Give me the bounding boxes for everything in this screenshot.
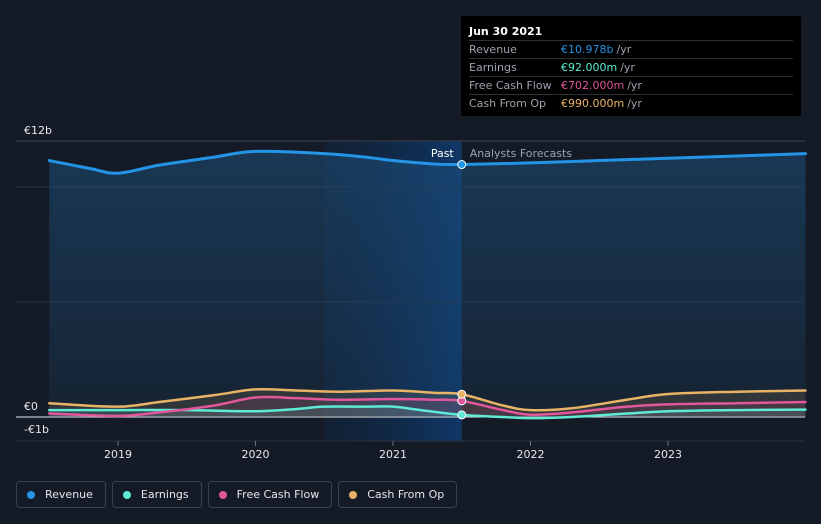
cash-from-op-marker: [457, 389, 467, 399]
legend-dot-icon: [218, 490, 227, 499]
revenue-line: [47, 149, 807, 175]
legend-dot-icon: [27, 490, 35, 499]
legend-label: Revenue: [45, 488, 93, 501]
revenue-area: [49, 151, 806, 417]
legend-item-revenue[interactable]: Revenue: [16, 481, 106, 508]
tooltip-value: €92.000m: [561, 61, 618, 74]
legend-item-cash-from-op[interactable]: Cash From Op: [338, 481, 458, 508]
y-axis-label-bottom: -€1b: [24, 423, 49, 436]
cash-from-op-line: [48, 387, 807, 412]
tooltip-row-cash-from-op: Cash From Op €990.000m /yr: [469, 94, 793, 112]
legend-item-free-cash-flow[interactable]: Free Cash Flow: [207, 481, 333, 508]
legend-item-earnings[interactable]: Earnings: [111, 481, 202, 508]
y-axis-label-top: €12b: [24, 124, 52, 137]
tooltip-unit: /yr: [627, 79, 642, 92]
x-tick-label: 2021: [379, 448, 407, 461]
past-label: Past: [431, 147, 455, 160]
x-tick-label: 2023: [654, 448, 682, 461]
tooltip-unit: /yr: [616, 43, 632, 56]
revenue-marker: [457, 160, 467, 170]
tooltip-label: Revenue: [469, 43, 517, 56]
tooltip-row-revenue: Revenue €10.978b /yr: [469, 40, 793, 58]
legend-dot-icon: [122, 490, 131, 499]
x-tick-label: 2020: [242, 448, 270, 461]
tooltip-row-earnings: Earnings €92.000m /yr: [469, 58, 793, 76]
chart-area: €12b €0 -€1b Past Analysts Forecasts 2019 2020…: [16, 124, 807, 461]
data-tooltip: Jun 30 2021 Revenue €10.978b /yr Earning…: [461, 16, 801, 116]
tooltip-value: €702.000m: [561, 79, 625, 92]
chart-legend: Revenue Earnings Free Cash Flow Cash Fro…: [16, 481, 458, 508]
tooltip-date: Jun 30 2021: [469, 25, 543, 38]
tooltip-value: €990.000m: [561, 97, 625, 110]
earnings-line: [48, 405, 807, 420]
tooltip-unit: /yr: [627, 97, 642, 110]
legend-label: Earnings: [140, 488, 189, 501]
x-tick-label: 2019: [104, 448, 132, 461]
free-cash-flow-line: [48, 395, 807, 418]
tooltip-label: Earnings: [469, 61, 517, 74]
forecast-label: Analysts Forecasts: [470, 147, 573, 160]
y-axis-label-zero: €0: [24, 400, 38, 413]
tooltip-label: Free Cash Flow: [469, 79, 552, 92]
tooltip-label: Cash From Op: [469, 97, 547, 110]
legend-label: Free Cash Flow: [236, 488, 320, 501]
legend-label: Cash From Op: [367, 488, 445, 501]
tooltip-unit: /yr: [620, 61, 635, 74]
tooltip-value: €10.978b: [561, 43, 614, 56]
tooltip-row-free-cash-flow: Free Cash Flow €702.000m /yr: [469, 76, 793, 94]
earnings-marker: [457, 410, 467, 420]
legend-dot-icon: [349, 490, 358, 499]
x-tick-label: 2022: [517, 448, 545, 461]
